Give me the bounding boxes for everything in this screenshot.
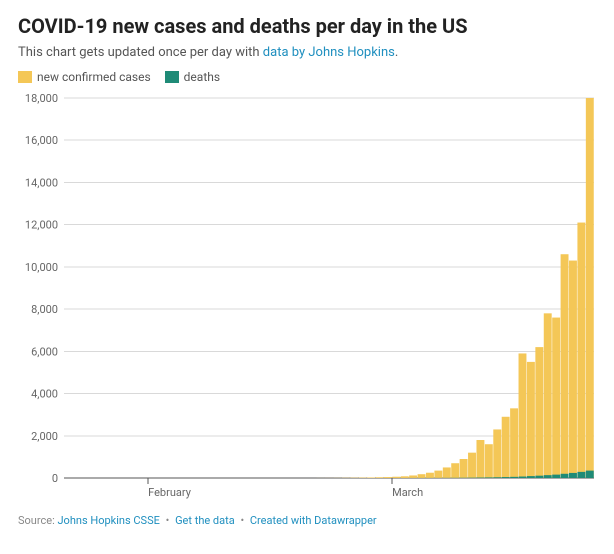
y-tick-label: 18,000 [25,92,58,105]
bar-cases [451,463,459,478]
bar-deaths [527,476,535,478]
bar-cases [577,223,585,478]
footer-link-datawrapper[interactable]: Created with Datawrapper [250,514,377,527]
bar-cases [443,467,451,478]
footer-sep-2: • [237,514,247,527]
bar-cases [434,471,442,478]
bar-cases [535,347,543,478]
bar-cases [401,476,409,478]
footer-link-getdata[interactable]: Get the data [175,514,235,527]
bar-cases [367,477,375,478]
bar-cases [561,254,569,478]
chart-footer: Source: Johns Hopkins CSSE • Get the dat… [18,514,596,527]
bar-deaths [502,477,510,478]
bar-cases [468,453,476,478]
bar-cases [586,98,594,478]
bar-deaths [485,477,493,478]
y-tick-label: 6,000 [31,345,58,358]
y-tick-label: 10,000 [25,261,58,274]
bar-deaths [510,477,518,478]
footer-link-source[interactable]: Johns Hopkins CSSE [57,514,159,527]
bar-deaths [519,477,527,478]
subtitle-prefix: This chart gets updated once per day wit… [18,45,263,60]
bar-cases [527,362,535,478]
bar-deaths [493,477,501,478]
bar-deaths [552,475,560,478]
bar-deaths [586,471,594,478]
legend-item-deaths: deaths [165,70,220,84]
bar-cases [409,475,417,478]
legend-item-cases: new confirmed cases [18,70,151,84]
chart-title: COVID-19 new cases and deaths per day in… [18,14,596,39]
bar-cases [376,477,384,478]
bar-cases [510,408,518,478]
bar-cases [544,313,552,478]
bar-cases [426,473,434,478]
bar-cases [476,440,484,478]
bar-cases [392,477,400,478]
y-tick-label: 12,000 [25,219,58,232]
y-tick-label: 8,000 [31,303,58,316]
y-tick-label: 2,000 [31,430,58,443]
legend-label-cases: new confirmed cases [37,70,151,84]
bar-cases [569,261,577,478]
bar-cases [519,353,527,478]
bar-cases [460,459,468,478]
bar-chart: 0 2,000 4,000 6,000 8,000 10,000 12,000 14,000 1… [18,92,598,504]
bar-cases [485,444,493,478]
footer-source-label: Source: [18,514,57,527]
bar-cases [418,474,426,478]
y-tick-label: 4,000 [31,388,58,401]
bar-cases [552,318,560,478]
chart-subtitle: This chart gets updated once per day wit… [18,45,596,60]
bar-deaths [544,475,552,478]
bar-deaths [561,474,569,478]
y-tick-label: 0 [52,472,58,485]
bar-deaths [569,473,577,478]
y-tick-label: 14,000 [25,176,58,189]
chart-area: 0 2,000 4,000 6,000 8,000 10,000 12,000 14,000 1… [18,92,596,504]
legend-label-deaths: deaths [184,70,220,84]
bar-cases [384,477,392,478]
bar-deaths [535,476,543,478]
swatch-cases [18,71,32,83]
swatch-deaths [165,71,179,83]
x-tick-label: March [392,486,423,499]
x-tick-label: February [148,486,192,499]
legend: new confirmed cases deaths [18,70,596,84]
y-tick-label: 16,000 [25,134,58,147]
subtitle-link[interactable]: data by Johns Hopkins [263,45,395,60]
footer-sep-1: • [163,514,173,527]
bar-cases [502,417,510,478]
bar-cases [493,429,501,478]
bar-deaths [577,472,585,478]
subtitle-suffix: . [395,45,398,60]
